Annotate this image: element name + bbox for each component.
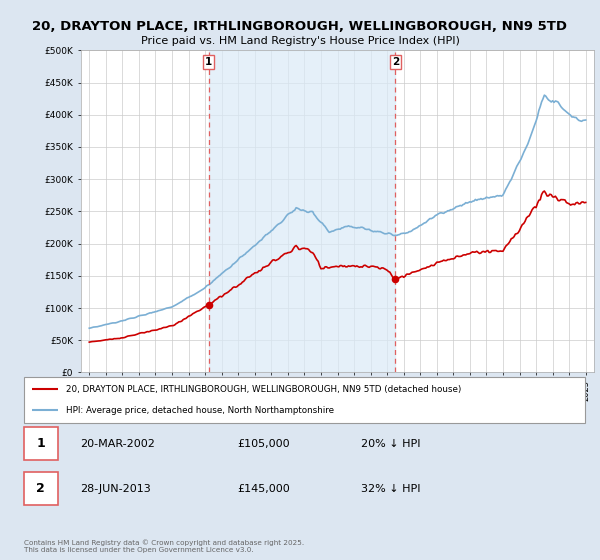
Text: £105,000: £105,000 (237, 439, 290, 449)
Text: £145,000: £145,000 (237, 484, 290, 493)
Text: Contains HM Land Registry data © Crown copyright and database right 2025.
This d: Contains HM Land Registry data © Crown c… (24, 539, 304, 553)
Text: 32% ↓ HPI: 32% ↓ HPI (361, 484, 420, 493)
Text: 2: 2 (37, 482, 45, 495)
Text: 2: 2 (392, 57, 399, 67)
Text: 20-MAR-2002: 20-MAR-2002 (80, 439, 155, 449)
Text: 28-JUN-2013: 28-JUN-2013 (80, 484, 151, 493)
Text: 20, DRAYTON PLACE, IRTHLINGBOROUGH, WELLINGBOROUGH, NN9 5TD (detached house): 20, DRAYTON PLACE, IRTHLINGBOROUGH, WELL… (66, 385, 461, 394)
Text: 1: 1 (205, 57, 212, 67)
Text: HPI: Average price, detached house, North Northamptonshire: HPI: Average price, detached house, Nort… (66, 406, 334, 415)
Text: 20, DRAYTON PLACE, IRTHLINGBOROUGH, WELLINGBOROUGH, NN9 5TD: 20, DRAYTON PLACE, IRTHLINGBOROUGH, WELL… (32, 20, 568, 32)
Bar (209, 50, 395, 372)
Bar (24, 472, 58, 505)
Text: Price paid vs. HM Land Registry's House Price Index (HPI): Price paid vs. HM Land Registry's House … (140, 36, 460, 46)
Bar (24, 427, 58, 460)
Text: 20% ↓ HPI: 20% ↓ HPI (361, 439, 420, 449)
Text: 1: 1 (37, 437, 45, 450)
